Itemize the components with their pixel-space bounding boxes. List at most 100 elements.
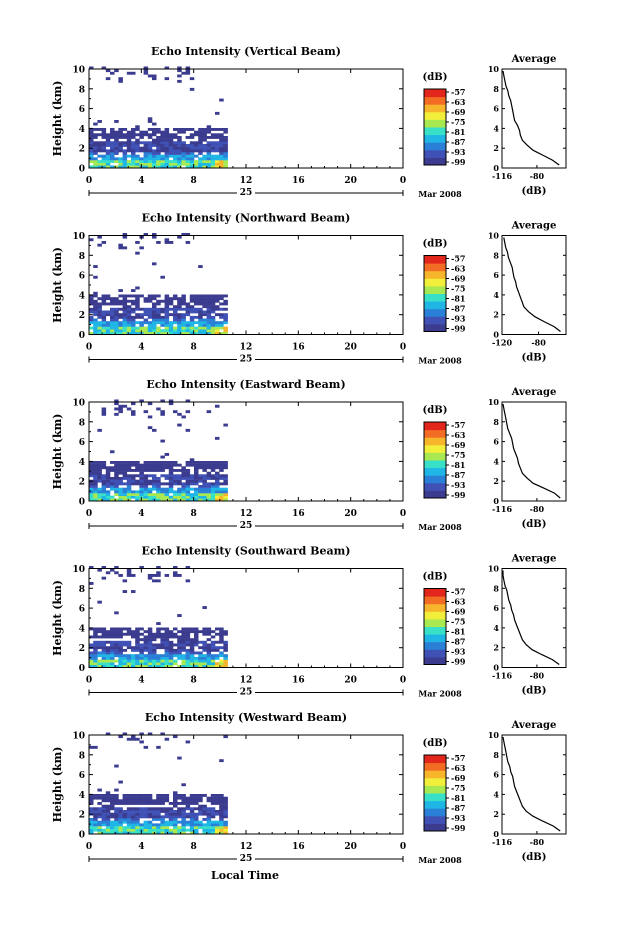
heatmap-cell <box>173 490 178 494</box>
heatmap-cell <box>168 630 174 634</box>
heatmap-cell <box>143 149 149 153</box>
heatmap-cell <box>198 294 203 298</box>
heatmap-cell <box>131 315 136 319</box>
heatmap-cell <box>143 410 149 414</box>
heatmap-cell <box>114 826 119 829</box>
heatmap-cell <box>160 162 165 166</box>
heatmap-cell <box>185 154 191 158</box>
y-tick-label: 4 <box>79 291 85 301</box>
heatmap-cell <box>185 802 191 805</box>
heatmap-cell <box>93 818 98 821</box>
heatmap-cell <box>131 165 136 169</box>
heatmap-cell <box>177 141 182 145</box>
heatmap-cell <box>135 461 140 464</box>
heatmap-cell <box>156 294 161 298</box>
heatmap-cell <box>143 648 149 652</box>
heatmap-cell <box>152 828 157 832</box>
heatmap-cell <box>110 804 115 808</box>
heatmap-cells <box>89 233 228 335</box>
heatmap-cell <box>219 818 224 821</box>
heatmap-cell <box>164 318 170 322</box>
plot-frame <box>88 401 404 502</box>
heatmap-cell <box>97 630 102 634</box>
heatmap-cell <box>152 323 157 327</box>
heatmap-cell <box>177 477 182 480</box>
heatmap-cell <box>223 307 228 311</box>
colorbar-tick-label: -63 <box>451 430 466 440</box>
heatmap-cell <box>156 632 161 636</box>
average-profile-line <box>502 736 561 832</box>
heatmap-cell <box>198 326 203 330</box>
heatmap-cell <box>164 664 170 668</box>
average-x-tick-label: -116 <box>492 837 512 847</box>
heatmap-cell <box>131 482 136 486</box>
heatmap-cell <box>219 810 224 813</box>
colorbar-tick-label: -63 <box>451 763 466 773</box>
heatmap-cell <box>164 136 170 139</box>
heatmap-cell <box>181 152 186 155</box>
heatmap-cell <box>215 329 220 333</box>
heatmap-cell <box>185 487 191 491</box>
heatmap-cell <box>168 656 174 660</box>
heatmap-cell <box>135 646 140 650</box>
heatmap-cell <box>101 818 107 821</box>
heatmap-cell <box>105 136 111 139</box>
heatmap-cell <box>173 318 178 322</box>
y-tick-label: 8 <box>79 751 85 761</box>
heatmap-cell <box>173 307 178 311</box>
heatmap-cell <box>206 471 212 475</box>
heatmap-cell <box>114 69 119 73</box>
heatmap-cell <box>223 294 228 298</box>
heatmap-cell <box>110 130 115 134</box>
day-label: 25 <box>240 521 253 531</box>
heatmap-cell <box>189 458 195 462</box>
heatmap-cell <box>210 326 216 330</box>
heatmap-cell <box>164 794 170 797</box>
heatmap-cell <box>126 482 132 486</box>
x-tick-label: 0 <box>400 176 406 186</box>
heatmap-cell <box>194 490 199 494</box>
colorbar-tick-label: -93 <box>451 147 466 157</box>
heatmap-cell <box>135 498 140 502</box>
heatmap-cell <box>147 294 153 298</box>
heatmap-cell <box>114 828 119 832</box>
heatmap-cell <box>219 490 224 494</box>
heatmap-cell <box>143 326 149 330</box>
heatmap-cell <box>93 820 98 824</box>
heatmap-cell <box>181 815 186 819</box>
x-tick-label: 8 <box>191 676 197 686</box>
panel-title: Echo Intensity (Northward Beam) <box>142 212 351 225</box>
heatmap-cell <box>206 152 212 155</box>
colorbar-tick-label: -75 <box>451 450 465 460</box>
heatmap-cell <box>89 152 94 155</box>
heatmap-cell <box>131 323 136 327</box>
heatmap-cell <box>173 627 178 631</box>
heatmap-cell <box>126 487 132 491</box>
heatmap-cell <box>152 493 157 496</box>
heatmap-cell <box>206 810 212 813</box>
heatmap-cell <box>177 165 182 169</box>
day-label: 25 <box>240 188 253 198</box>
heatmap-cell <box>139 656 144 660</box>
heatmap-cell <box>160 461 165 464</box>
average-x-tick-label: -80 <box>530 837 545 847</box>
heatmap-cell <box>198 318 203 322</box>
heatmap-cell <box>139 651 144 655</box>
heatmap-cell <box>198 315 203 319</box>
heatmap-cell <box>139 479 144 483</box>
heatmap-cell <box>223 807 228 811</box>
heatmap-cell <box>164 453 170 456</box>
heatmap-cell <box>164 310 170 314</box>
heatmap-cell <box>210 646 216 650</box>
x-tick-label: 20 <box>344 176 357 186</box>
heatmap-cell <box>202 165 207 169</box>
colorbar-segment <box>424 323 446 332</box>
heatmap-cell <box>101 487 107 491</box>
y-tick-label: 8 <box>79 252 85 262</box>
colorbar-unit: (dB) <box>423 239 448 250</box>
heatmap-cell <box>89 635 94 639</box>
heatmap-cell <box>105 160 111 163</box>
heatmap-cell <box>105 329 111 333</box>
heatmap-cell <box>223 326 228 330</box>
